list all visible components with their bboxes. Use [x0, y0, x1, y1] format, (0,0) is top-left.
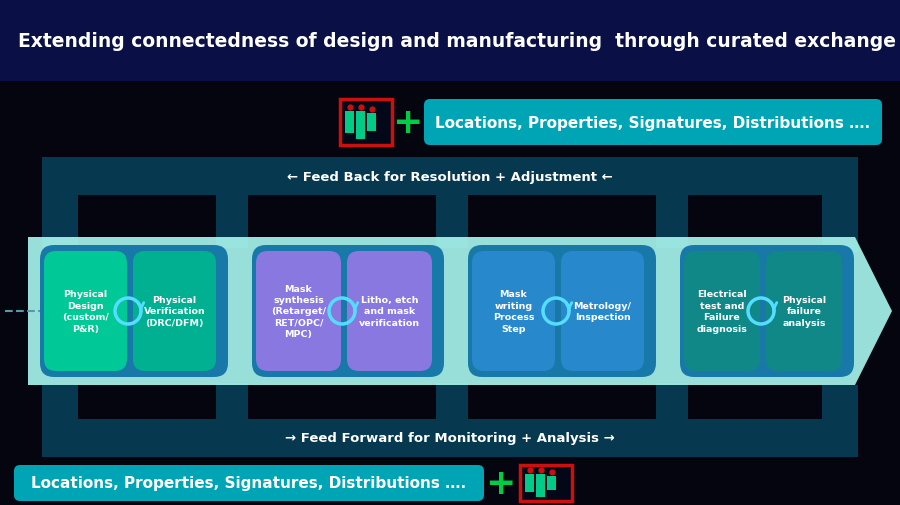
Text: Mask
writing
Process
Step: Mask writing Process Step	[493, 290, 535, 333]
Bar	[216, 383, 248, 433]
Text: Physical
Design
(custom/
P&R): Physical Design (custom/ P&R)	[62, 290, 109, 333]
Bar	[547, 476, 556, 490]
Text: ← Feed Back for Resolution + Adjustment ←: ← Feed Back for Resolution + Adjustment …	[287, 170, 613, 183]
Bar	[340, 100, 392, 146]
FancyBboxPatch shape	[766, 251, 842, 371]
Bar	[822, 385, 858, 457]
FancyBboxPatch shape	[42, 158, 858, 195]
Bar	[356, 112, 365, 140]
FancyBboxPatch shape	[680, 245, 854, 377]
Text: +: +	[485, 466, 515, 500]
FancyBboxPatch shape	[347, 251, 432, 371]
Bar	[436, 383, 468, 433]
Bar	[345, 112, 354, 134]
Bar	[216, 193, 248, 248]
Text: Metrology/
Inspection: Metrology/ Inspection	[573, 301, 632, 322]
FancyBboxPatch shape	[133, 251, 216, 371]
Text: +: +	[392, 106, 422, 140]
Text: Electrical
test and
Failure
diagnosis: Electrical test and Failure diagnosis	[697, 290, 747, 333]
Bar	[42, 158, 78, 252]
FancyBboxPatch shape	[14, 465, 484, 501]
FancyBboxPatch shape	[44, 251, 127, 371]
Bar	[367, 114, 376, 132]
FancyBboxPatch shape	[684, 251, 760, 371]
Bar	[0, 0, 900, 82]
Bar	[656, 383, 688, 433]
Text: Mask
synthesis
(Retarget/
RET/OPC/
MPC): Mask synthesis (Retarget/ RET/OPC/ MPC)	[271, 284, 326, 339]
FancyBboxPatch shape	[252, 245, 444, 377]
Text: Litho, etch
and mask
verification: Litho, etch and mask verification	[359, 295, 420, 327]
Polygon shape	[28, 237, 892, 385]
Bar	[42, 385, 78, 457]
FancyBboxPatch shape	[256, 251, 341, 371]
FancyBboxPatch shape	[40, 245, 228, 377]
Bar	[822, 158, 858, 252]
Text: Locations, Properties, Signatures, Distributions ….: Locations, Properties, Signatures, Distr…	[32, 476, 466, 490]
FancyBboxPatch shape	[42, 419, 858, 457]
Bar	[536, 474, 545, 497]
Text: → Feed Forward for Monitoring + Analysis →: → Feed Forward for Monitoring + Analysis…	[285, 432, 615, 444]
FancyBboxPatch shape	[424, 100, 882, 146]
FancyBboxPatch shape	[472, 251, 555, 371]
Bar	[525, 474, 534, 492]
Text: Extending connectedness of design and manufacturing  through curated exchange: Extending connectedness of design and ma…	[18, 31, 896, 50]
Bar	[436, 193, 468, 248]
Bar	[520, 465, 572, 501]
FancyBboxPatch shape	[468, 245, 656, 377]
Bar	[656, 193, 688, 248]
Text: Physical
failure
analysis: Physical failure analysis	[782, 295, 826, 327]
FancyBboxPatch shape	[561, 251, 644, 371]
Text: Physical
Verification
(DRC/DFM): Physical Verification (DRC/DFM)	[144, 295, 205, 327]
Text: Locations, Properties, Signatures, Distributions ….: Locations, Properties, Signatures, Distr…	[436, 115, 870, 130]
